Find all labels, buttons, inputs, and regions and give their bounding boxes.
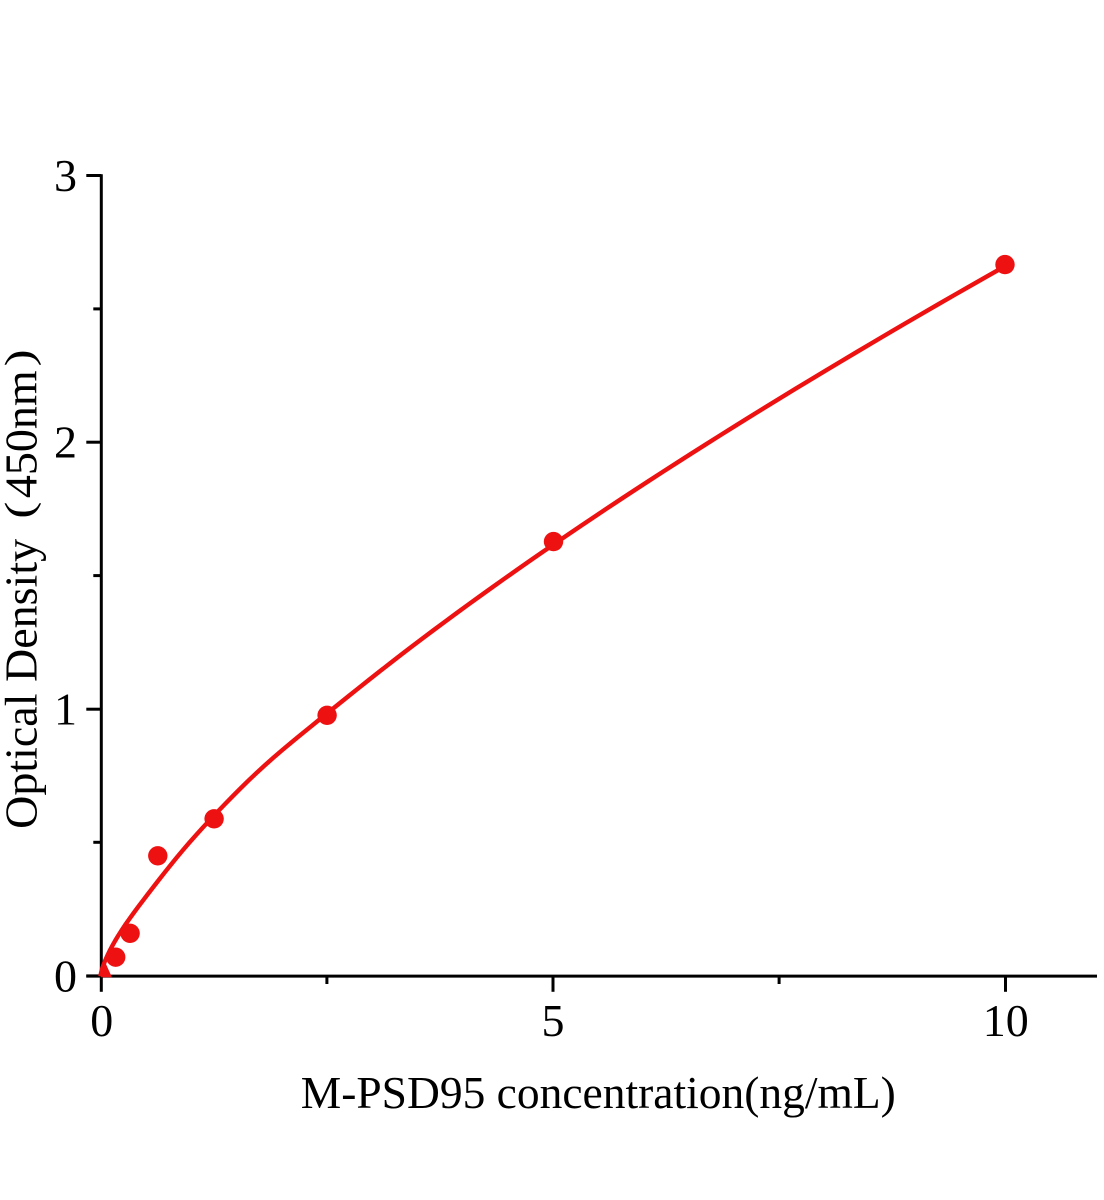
svg-text:5: 5 [542, 995, 565, 1046]
svg-text:M-PSD95 concentration(ng/mL): M-PSD95 concentration(ng/mL) [301, 1067, 896, 1118]
svg-text:0: 0 [54, 950, 77, 1001]
svg-text:2: 2 [54, 417, 77, 468]
svg-text:1: 1 [54, 684, 77, 735]
svg-text:0: 0 [90, 995, 113, 1046]
svg-text:10: 10 [983, 995, 1029, 1046]
svg-text:Optical Density(450nm): Optical Density(450nm) [0, 349, 47, 829]
svg-text:3: 3 [54, 150, 77, 201]
